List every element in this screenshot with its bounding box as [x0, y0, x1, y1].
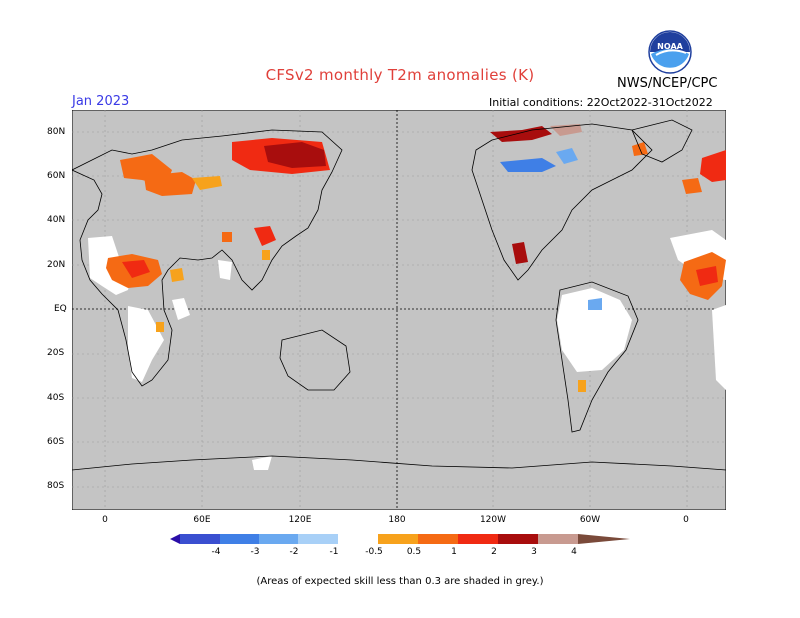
lon-label-60e: 60E: [193, 515, 211, 525]
colorbar-box: [259, 534, 298, 544]
chart-title: CFSv2 monthly T2m anomalies (K): [265, 66, 535, 84]
lat-label-40s: 40S: [47, 393, 65, 403]
colorbar-arrow-right: [578, 534, 630, 544]
lon-label-120e: 120E: [288, 515, 312, 525]
warm-anomaly-regions: [106, 124, 726, 392]
colorbar-box: [298, 534, 338, 544]
colorbar-tick-label: 4: [571, 547, 577, 557]
initial-conditions-label: Initial conditions: 22Oct2022-31Oct2022: [489, 96, 713, 109]
lon-label-60w: 60W: [579, 515, 601, 525]
agency-label: NWS/NCEP/CPC: [617, 76, 718, 91]
lat-label-eq: EQ: [54, 304, 67, 314]
gridlines: [72, 110, 726, 510]
colorbar-tick-label: -0.5: [365, 547, 383, 557]
lon-label-180: 180: [388, 515, 406, 525]
near-normal-regions: [88, 230, 726, 470]
lon-label-120w: 120W: [479, 515, 507, 525]
colorbar-tick-label: 3: [531, 547, 537, 557]
lat-label-60s: 60S: [47, 437, 65, 447]
lat-label-20s: 20S: [47, 348, 65, 358]
colorbar-box: [458, 534, 498, 544]
month-label: Jan 2023: [72, 94, 130, 109]
lat-label-20n: 20N: [47, 260, 66, 270]
colorbar: [170, 534, 630, 544]
colorbar-tick-label: -1: [329, 547, 339, 557]
lat-label-80n: 80N: [47, 127, 66, 137]
colorbar-tick-label: -4: [211, 547, 221, 557]
colorbar-tick-label: -2: [289, 547, 299, 557]
colorbar-arrow-left: [170, 534, 180, 544]
colorbar-box: [418, 534, 458, 544]
colorbar-box: [338, 534, 378, 544]
colorbar-tick-label: 2: [491, 547, 497, 557]
coastlines: [72, 119, 726, 471]
colorbar-tick-label: -3: [250, 547, 260, 557]
lat-label-40n: 40N: [47, 215, 66, 225]
colorbar-box: [378, 534, 418, 544]
logo-text: NOAA: [657, 42, 683, 51]
colorbar-box: [220, 534, 259, 544]
colorbar-tick-label: 0.5: [406, 547, 422, 557]
cold-anomaly-regions: [500, 148, 602, 310]
lon-label-0-right: 0: [683, 515, 689, 525]
colorbar-box: [538, 534, 578, 544]
skill-footnote: (Areas of expected skill less than 0.3 a…: [256, 576, 544, 587]
colorbar-box: [498, 534, 538, 544]
lat-label-80s: 80S: [47, 481, 65, 491]
noaa-logo: NOAA: [648, 30, 692, 74]
colorbar-box: [180, 534, 220, 544]
colorbar-tick-label: 1: [451, 547, 457, 557]
lat-label-60n: 60N: [47, 171, 66, 181]
lon-label-0: 0: [102, 515, 108, 525]
anomaly-map: [72, 110, 726, 510]
